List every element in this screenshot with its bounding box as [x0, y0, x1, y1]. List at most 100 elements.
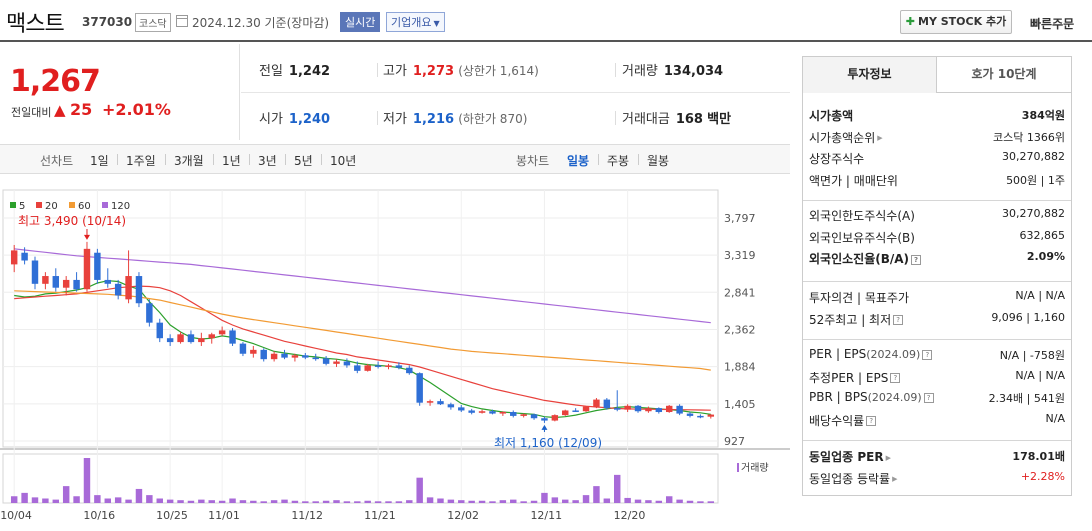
candle-body [489, 411, 496, 414]
info-row: 추정PER | EPS? N/A | N/A [809, 369, 1067, 387]
info-row: 외국인보유주식수(B) 632,865 [809, 229, 1067, 247]
y-tick-label: 2,841 [724, 286, 756, 299]
volume-bar [333, 500, 340, 503]
quote-value: 168 [675, 112, 703, 127]
candle-body [665, 405, 673, 413]
calendar-icon [176, 15, 188, 27]
tab-candle-monthly[interactable]: 월봉 [647, 154, 670, 168]
candle-body [499, 412, 507, 414]
volume-bar [489, 501, 496, 503]
volume-bar [603, 498, 611, 503]
volume-bar [437, 498, 444, 503]
add-my-stock-button[interactable]: ✚ MY STOCK 추가 [900, 10, 1012, 34]
candle-body [416, 373, 423, 403]
x-tick-label: 11/21 [364, 509, 396, 522]
info-row: PER | EPS(2024.09)? N/A | -758원 [809, 347, 1067, 365]
tab-line-5y[interactable]: 5년 [294, 154, 313, 168]
volume-bar [146, 495, 153, 503]
info-value: 178.01배 [1012, 450, 1065, 463]
volume-bar [634, 499, 642, 503]
candle-body [146, 303, 153, 323]
stock-code: 377030 [82, 15, 133, 29]
info-label: 외국인보유주식수(B) [809, 229, 915, 246]
legend-label-60: 60 [78, 201, 91, 212]
tab-line-1d[interactable]: 1일 [90, 154, 109, 168]
divider [615, 111, 616, 125]
volume-bar [73, 496, 80, 503]
candle-body [198, 338, 205, 343]
help-icon[interactable]: ? [911, 254, 922, 265]
info-row: PBR | BPS(2024.09)? 2.34배 | 541원 [809, 390, 1067, 408]
chevron-right-icon[interactable]: ▶ [885, 453, 891, 462]
tab-investment-info[interactable]: 투자정보 [803, 57, 937, 93]
candle-body [634, 405, 642, 412]
quote-table: 전일 1,242 고가 1,273 (상한가 1,614) 거래량 134,034 시… [241, 44, 790, 140]
help-icon[interactable]: ? [922, 349, 933, 360]
volume-bar [426, 497, 434, 503]
investment-info-panel: 투자정보 호가 10단계 시가총액 384억원 시가총액순위 ▶ 코스닥 1366위 상장… [802, 56, 1072, 496]
volume-bar [250, 500, 257, 503]
candle-body [322, 358, 330, 364]
volume-bar [302, 501, 309, 503]
tab-line-1w[interactable]: 1주일 [126, 154, 156, 168]
help-icon[interactable]: ? [890, 373, 901, 383]
help-icon[interactable]: ? [893, 315, 904, 325]
divider [615, 63, 616, 77]
chevron-right-icon[interactable]: ▶ [877, 134, 883, 142]
legend-swatch-20 [36, 202, 42, 208]
volume-bar [707, 501, 715, 503]
volume-bar [177, 500, 184, 503]
tab-order-book[interactable]: 호가 10단계 [937, 57, 1071, 93]
low-annotation: 최저 1,160 (12/09) [494, 436, 602, 450]
divider [285, 154, 286, 165]
info-label-text: 배당수익률 [809, 413, 865, 428]
tab-line-10y[interactable]: 10년 [330, 154, 357, 168]
volume-bar [364, 500, 371, 503]
base-date: 2024.12.30 기준(장마감) [192, 16, 330, 30]
volume-bar [458, 500, 465, 503]
chevron-right-icon[interactable]: ▶ [892, 475, 898, 483]
help-icon[interactable]: ? [923, 392, 934, 403]
volume-bar [322, 500, 330, 503]
volume-bar [541, 492, 548, 503]
x-tick-label: 12/11 [530, 509, 562, 522]
info-value: N/A | N/A [1015, 289, 1065, 302]
quick-order-link[interactable]: 빠른주문 [1030, 17, 1075, 31]
up-arrow-icon [541, 424, 548, 430]
info-label: 상장주식수 [809, 150, 864, 167]
quote-label: 저가 [383, 112, 407, 127]
candle-body [291, 355, 299, 358]
info-label: 투자의견 | 목표주가 [809, 289, 909, 306]
info-value: N/A [1045, 411, 1065, 425]
company-info-button[interactable]: 기업개요 ▼ [386, 12, 445, 32]
plus-icon: ✚ [905, 15, 916, 28]
ma-line-120 [14, 248, 711, 324]
candle-body [218, 330, 226, 335]
info-row: 상장주식수 30,270,882 [809, 150, 1067, 168]
volume-label: 거래량 [741, 462, 769, 474]
volume-bar [354, 501, 361, 503]
tab-line-1y[interactable]: 1년 [222, 154, 241, 168]
candle-chart-label: 봉차트 [516, 154, 550, 168]
tab-candle-daily[interactable]: 일봉 [567, 154, 590, 168]
tab-line-3m[interactable]: 3개월 [174, 154, 204, 168]
add-my-stock-label: MY STOCK 추가 [918, 15, 1007, 28]
tab-candle-weekly[interactable]: 주봉 [607, 154, 630, 168]
candle-body [645, 408, 652, 412]
legend-swatch-120 [102, 202, 108, 208]
info-row: 시가총액순위 ▶ 코스닥 1366위 [809, 129, 1067, 147]
volume-bar [530, 500, 538, 503]
price-chart[interactable]: 3,797 3,319 2,841 2,362 1,884 1,405 927 10/04 10… [0, 176, 790, 531]
line-chart-label: 선차트 [40, 154, 74, 168]
help-icon[interactable]: ? [866, 416, 877, 426]
volume-bar [166, 499, 174, 503]
info-label: PER | EPS(2024.09)? [809, 347, 933, 361]
realtime-button[interactable]: 실시간 [340, 12, 381, 32]
info-label: 배당수익률? [809, 412, 877, 429]
tab-line-3y[interactable]: 3년 [258, 154, 277, 168]
volume-bar [385, 501, 392, 503]
volume-bar [52, 499, 60, 503]
y-tick-label: 1,405 [724, 398, 756, 411]
info-value: 2.34배 | 541원 [988, 392, 1065, 405]
info-row: 52주최고 | 최저? 9,096 | 1,160 [809, 311, 1067, 329]
